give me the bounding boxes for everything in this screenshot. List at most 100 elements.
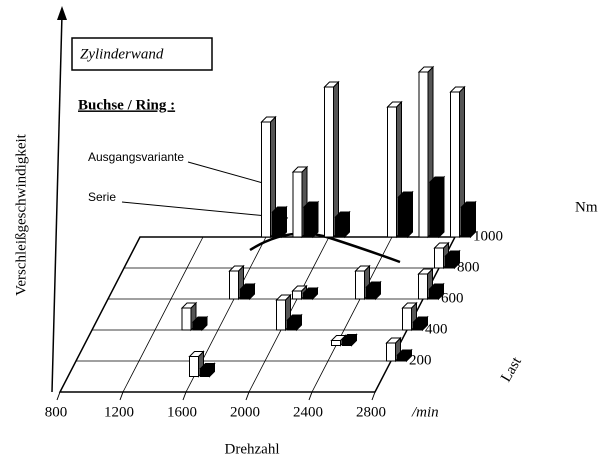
bar	[286, 313, 303, 332]
bar	[271, 205, 288, 239]
bar-front	[303, 206, 314, 238]
bar-front	[192, 321, 203, 331]
x-tick	[245, 391, 250, 401]
bar-top	[433, 242, 450, 249]
bar	[334, 210, 351, 239]
bar-top	[449, 86, 466, 93]
bar-front	[189, 356, 199, 377]
bar-front	[240, 288, 250, 300]
full-load-curve	[249, 232, 401, 264]
bar	[323, 80, 340, 239]
bar-top	[341, 334, 358, 340]
x-axis-label: Drehzahl	[225, 441, 280, 457]
bar-top	[386, 101, 403, 108]
bar-front	[445, 255, 455, 269]
subtitle: Buchse / Ring :	[78, 97, 175, 113]
bar-top	[291, 166, 309, 173]
bar-front	[342, 339, 352, 346]
bar-top	[385, 337, 402, 344]
bar-top	[428, 176, 446, 183]
x-tick	[371, 391, 376, 401]
bar-front	[450, 91, 460, 238]
bar-top	[180, 302, 198, 309]
bar-top	[191, 316, 209, 323]
x-tick-label: 2800	[356, 404, 386, 420]
grid-line	[311, 236, 393, 393]
bar-front	[200, 368, 210, 377]
z-tick-label: 600	[441, 290, 464, 306]
bar-front	[272, 211, 282, 238]
z-tick-label: 200	[409, 352, 432, 368]
bar-side	[470, 200, 476, 239]
bar	[239, 282, 256, 301]
bar-top	[199, 363, 216, 369]
bar-top	[291, 285, 308, 292]
bar-front	[418, 71, 429, 238]
bar-front	[287, 319, 297, 331]
bar-front	[261, 121, 271, 238]
bar	[191, 315, 209, 332]
x-tick-label: 1200	[104, 404, 134, 420]
bar-top	[286, 314, 303, 321]
bar	[396, 348, 413, 363]
z-tick-label: 400	[425, 321, 448, 337]
bar-top	[428, 283, 445, 290]
bar-front	[429, 181, 440, 238]
bar-side	[312, 200, 319, 239]
x-tick-label: 800	[45, 404, 68, 420]
x-tick	[56, 391, 61, 401]
bar-front	[181, 307, 192, 331]
bar	[449, 85, 466, 239]
bar-top	[354, 265, 371, 272]
y-axis-label: Verschleißgeschwindigkeit	[13, 133, 29, 295]
bar-front	[303, 292, 313, 300]
bar-top	[330, 335, 347, 341]
bar	[302, 286, 319, 301]
y-axis	[51, 13, 63, 393]
bar-front	[461, 206, 471, 238]
bar-side	[438, 175, 445, 239]
bar-top	[275, 294, 292, 301]
bar	[228, 264, 245, 301]
bar-front	[324, 86, 334, 238]
bar-top	[228, 265, 245, 272]
bar-front	[292, 171, 303, 238]
bar-front	[366, 286, 376, 300]
bar-front	[397, 354, 407, 362]
bar	[444, 249, 461, 270]
bar-front	[276, 299, 286, 331]
bar	[412, 315, 429, 332]
bar	[428, 282, 445, 301]
bar-front	[386, 342, 396, 362]
bar	[341, 333, 358, 347]
legend-leader	[187, 161, 271, 186]
grid-line	[122, 236, 204, 393]
bar-top	[401, 302, 418, 309]
z-axis-label: Last	[498, 354, 525, 385]
bar-top	[444, 250, 461, 257]
bar-front	[335, 216, 345, 238]
x-tick	[308, 391, 313, 401]
x-tick-label: 2400	[293, 404, 323, 420]
bar-front	[429, 288, 439, 300]
bar-front	[413, 321, 423, 331]
bar-front	[331, 340, 341, 346]
bar-side	[407, 190, 413, 239]
bar-front	[418, 273, 428, 300]
bar	[199, 362, 216, 378]
bar-top	[397, 191, 414, 198]
bar	[365, 280, 382, 301]
legend-label: Serie	[88, 190, 116, 204]
bar-top	[260, 116, 277, 123]
bar-top	[396, 349, 413, 356]
legend-label: Ausgangsvariante	[88, 150, 184, 164]
x-tick	[182, 391, 187, 401]
bar-top	[302, 287, 319, 294]
bar-top	[239, 283, 256, 290]
chart-title: Zylinderwand	[80, 46, 164, 62]
bar-front	[402, 307, 412, 331]
grid-line	[59, 236, 141, 393]
bar-front	[292, 290, 302, 300]
x-unit: /min	[411, 404, 439, 420]
